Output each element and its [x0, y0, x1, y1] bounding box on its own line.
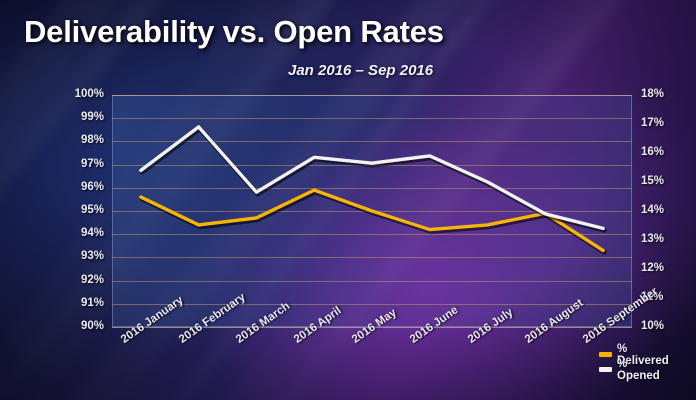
series-lines: [139, 125, 607, 255]
gridline: [112, 303, 632, 305]
y-axis-left-tick: 91%: [80, 296, 104, 309]
chart-legend: % Delivered% Opened: [599, 343, 669, 382]
y-axis-right-tick: 10%: [641, 320, 665, 332]
y-axis-left-tick: 92%: [80, 273, 104, 286]
y-axis-right-tick: 13%: [641, 233, 665, 245]
y-axis-left-tick: 96%: [80, 180, 104, 193]
gridline: [112, 234, 632, 236]
y-axis-left-tick: 98%: [80, 134, 104, 147]
chart-subtitle: Jan 2016 – Sep 2016: [288, 62, 434, 79]
y-axis-left-tick: 99%: [80, 111, 104, 124]
gridline: [112, 257, 632, 259]
y-axis-right-tick: 14%: [641, 204, 665, 216]
series-line: [139, 188, 605, 253]
y-axis-left-tick: 97%: [80, 157, 104, 170]
gridline: [112, 141, 632, 143]
y-axis-left-tick: 93%: [80, 250, 104, 263]
series-line: [139, 125, 605, 231]
y-axis-left-tick: 100%: [74, 88, 104, 100]
gridline: [112, 327, 632, 328]
legend-color-swatch: [599, 352, 612, 357]
page-title: Deliverability vs. Open Rates: [24, 14, 444, 49]
y-axis-right-tick: 16%: [641, 146, 665, 158]
y-axis-left-tick: 94%: [80, 227, 104, 240]
y-axis-right-tick: 17%: [641, 117, 665, 129]
legend-color-swatch: [599, 367, 612, 372]
y-axis-left-tick: 95%: [80, 204, 104, 216]
legend-label: % Delivered: [617, 342, 669, 367]
y-axis-left-tick: 90%: [80, 320, 104, 332]
legend-item[interactable]: % Delivered: [599, 343, 669, 367]
legend-item[interactable]: % Opened: [599, 358, 669, 382]
y-axis-right-tick: 18%: [641, 88, 665, 100]
legend-label: % Opened: [617, 357, 660, 382]
y-axis-right-tick: 15%: [641, 175, 665, 187]
gridline: [112, 187, 632, 189]
chart-plot-area: 100% 99% 98% 97% 96% 95% 94% 93% 92% 91% 90% 18% 17…: [75, 88, 669, 382]
y-axis-right-tick: 11%: [641, 291, 664, 303]
gridline: [112, 280, 632, 282]
gridline: [112, 95, 632, 96]
gridline: [112, 118, 632, 120]
y-axis-right-tick: 12%: [641, 262, 665, 274]
